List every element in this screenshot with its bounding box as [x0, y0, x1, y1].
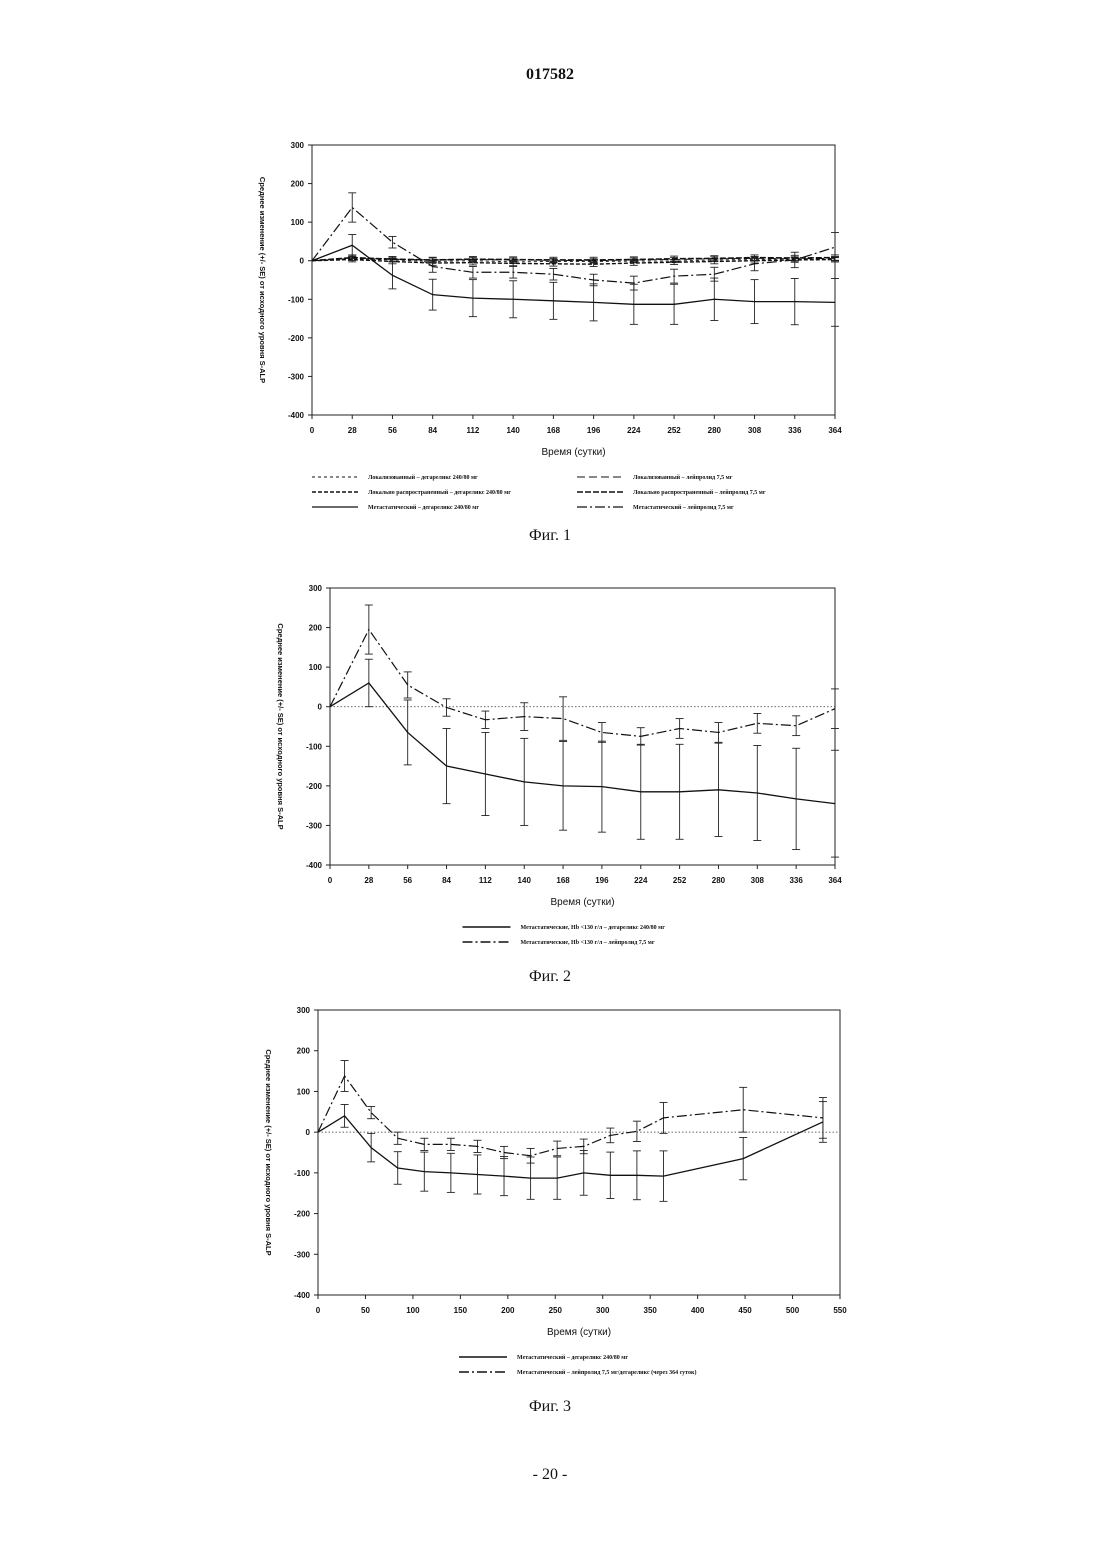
legend-label: Метастатический – дегареликс 240/80 мг: [517, 1354, 628, 1361]
legend-label: Метастатический – лейпролид 7,5 мг/дегар…: [517, 1369, 696, 1376]
y-axis-label: Среднее изменение (+/- SE) от исходного …: [264, 1049, 273, 1255]
series-line-2: [318, 1076, 823, 1156]
x-tick-label: 550: [833, 1306, 847, 1315]
x-tick-label: 500: [786, 1306, 800, 1315]
x-axis-label: Время (сутки): [547, 1327, 611, 1338]
x-tick-label: 400: [691, 1306, 705, 1315]
y-tick-label: -200: [294, 1210, 311, 1219]
x-tick-label: 350: [644, 1306, 658, 1315]
y-tick-label: -100: [294, 1169, 311, 1178]
y-tick-label: 300: [297, 1006, 311, 1015]
y-tick-label: -400: [294, 1291, 311, 1300]
plot-frame: [318, 1010, 840, 1295]
page-number: - 20 -: [0, 1466, 1100, 1484]
x-tick-label: 250: [549, 1306, 563, 1315]
y-tick-label: 0: [306, 1128, 311, 1137]
y-tick-label: -300: [294, 1250, 311, 1259]
x-tick-label: 100: [406, 1306, 420, 1315]
figure-caption: Фиг. 3: [529, 1398, 571, 1415]
y-tick-label: 200: [297, 1047, 311, 1056]
figure-3-chart: 300 200 100 0 -100 -200 -300 -400 0 50 100 150 200 25…: [0, 0, 1100, 1420]
x-tick-label: 200: [501, 1306, 515, 1315]
x-tick-label: 50: [361, 1306, 370, 1315]
y-tick-label: 100: [297, 1087, 311, 1096]
x-tick-label: 300: [596, 1306, 610, 1315]
x-tick-label: 0: [316, 1306, 321, 1315]
x-tick-label: 450: [738, 1306, 752, 1315]
x-tick-label: 150: [454, 1306, 468, 1315]
